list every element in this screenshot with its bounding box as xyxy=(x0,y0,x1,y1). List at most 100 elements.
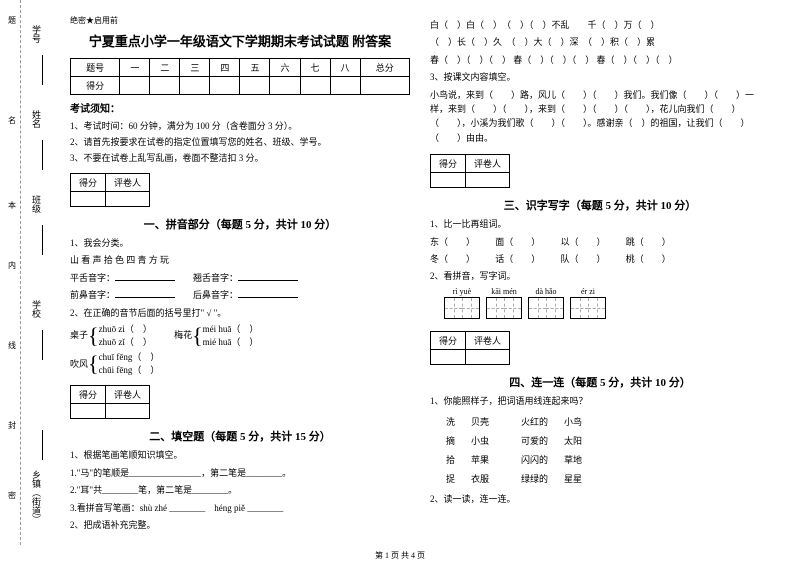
score-cell[interactable] xyxy=(431,349,466,364)
score-cell[interactable] xyxy=(431,173,466,188)
instruction-item: 2、请首先按要求在试卷的指定位置填写您的姓名、班级、学号。 xyxy=(70,135,410,148)
td[interactable] xyxy=(240,77,270,95)
td[interactable] xyxy=(120,77,150,95)
q2-3-text: 小鸟说，来到（ ）路，风儿（ ）（ ）我们。我们像（ ）（ ）一样，来到（ ）（… xyxy=(430,88,770,146)
opt: mié huā（ ） xyxy=(203,336,259,349)
dotted-fold-line xyxy=(20,0,21,545)
label: 前鼻音字： xyxy=(70,290,115,300)
th: 八 xyxy=(330,59,360,77)
tianzi-cell: rì yuè xyxy=(444,287,480,319)
pair: 冬（ ） xyxy=(430,254,475,264)
q4-2: 2、读一读，连一连。 xyxy=(430,492,770,506)
section-score-box: 得分评卷人 xyxy=(430,331,510,365)
q1-2: 2、在正确的音节后面的括号里打" √ "。 xyxy=(70,306,410,320)
opt: chūi fēng（ ） xyxy=(99,364,160,377)
th: 四 xyxy=(210,59,240,77)
opt: zhuō zǐ（ ） xyxy=(99,336,152,349)
brace-label: 桌子 xyxy=(70,328,88,342)
word: 苹果 xyxy=(471,451,503,468)
td[interactable] xyxy=(180,77,210,95)
grader-cell[interactable] xyxy=(466,173,510,188)
q1-1: 1、我会分类。 xyxy=(70,236,410,250)
section-3-title: 三、识字写字（每题 5 分，共计 10 分） xyxy=(430,197,770,213)
table-row: 洗贝壳火红的小鸟 xyxy=(446,413,596,430)
side-label-xuehao: 学号 xyxy=(30,25,43,43)
left-column: 绝密★启用前 宁夏重点小学一年级语文下学期期末考试试题 附答案 题号 一 二 三… xyxy=(60,15,420,545)
word: 星星 xyxy=(564,470,596,487)
opt: chuī fēng（ ） xyxy=(99,351,160,364)
paper-title: 宁夏重点小学一年级语文下学期期末考试试题 附答案 xyxy=(70,31,410,50)
page-body: 绝密★启用前 宁夏重点小学一年级语文下学期期末考试试题 附答案 题号 一 二 三… xyxy=(0,0,800,545)
label: 平舌音字： xyxy=(70,273,115,283)
tianzi-cell: kāi mén xyxy=(486,287,522,319)
word: 可爱的 xyxy=(521,432,562,449)
word: 闪闪的 xyxy=(521,451,562,468)
brace-row: 吹风{chuī fēng（ ）chūi fēng（ ） xyxy=(70,351,410,376)
pair-row: 冬（ ） 话（ ） 队（ ） 桃（ ） xyxy=(430,252,770,266)
th: 六 xyxy=(270,59,300,77)
pair: 东（ ） xyxy=(430,237,475,247)
table-row: 拾苹果闪闪的草地 xyxy=(446,451,596,468)
pair-row: 东（ ） 面（ ） 以（ ） 跳（ ） xyxy=(430,235,770,249)
score-label: 得分 xyxy=(71,386,106,404)
opt: zhuō zi（ ） xyxy=(99,323,152,336)
pinyin: ér zi xyxy=(570,287,606,296)
word: 洗 xyxy=(446,413,469,430)
th: 二 xyxy=(150,59,180,77)
instruction-item: 1、考试时间：60 分钟，满分为 100 分（含卷面分 3 分）。 xyxy=(70,119,410,132)
grader-label: 评卷人 xyxy=(466,331,510,349)
q2-1-item: 1."马"的笔顺是________________，第二笔是________。 xyxy=(70,466,410,480)
word: 小虫 xyxy=(471,432,503,449)
q2-1: 1、根据笔画笔顺知识填空。 xyxy=(70,448,410,462)
th: 七 xyxy=(300,59,330,77)
idiom-line: 白（ ）白（ ） （ ）（ ）不乱 千（ ）万（ ） xyxy=(430,18,770,32)
section-4-title: 四、连一连（每题 5 分，共计 10 分） xyxy=(430,374,770,390)
td[interactable] xyxy=(300,77,330,95)
table-row: 捉衣服绿绿的星星 xyxy=(446,470,596,487)
word: 捉 xyxy=(446,470,469,487)
table-row: 摘小虫可爱的太阳 xyxy=(446,432,596,449)
table-row: 得分 xyxy=(71,77,410,95)
brace-label: 吹风 xyxy=(70,357,88,371)
side-line xyxy=(42,430,43,460)
side-line xyxy=(42,140,43,170)
brace-label: 梅花 xyxy=(174,328,192,342)
td[interactable] xyxy=(270,77,300,95)
td[interactable] xyxy=(210,77,240,95)
score-label: 得分 xyxy=(71,174,106,192)
q2-1-item: 3.看拼音写笔画：shù zhé ________ héng piě _____… xyxy=(70,501,410,515)
idiom-line: （ ）长（ ）久 （ ）大（ ）深 （ ）积（ ）累 xyxy=(430,35,770,49)
td: 得分 xyxy=(71,77,120,95)
tianzi-cell: dà hǎo xyxy=(528,287,564,319)
grader-cell[interactable] xyxy=(466,349,510,364)
side-mid: 内 xyxy=(8,260,16,271)
pair: 跳（ ） xyxy=(626,237,671,247)
confidential-tag: 绝密★启用前 xyxy=(70,15,410,26)
pair: 面（ ） xyxy=(495,237,540,247)
q1-1-line: 平舌音字：翘舌音字： xyxy=(70,271,410,285)
pinyin: rì yuè xyxy=(444,287,480,296)
th: 一 xyxy=(120,59,150,77)
score-label: 得分 xyxy=(431,155,466,173)
side-mid: 名 xyxy=(8,115,16,126)
grader-label: 评卷人 xyxy=(466,155,510,173)
q1-1-chars: 山 看 声 拾 色 四 青 方 玩 xyxy=(70,253,410,267)
side-label-banji: 班级 xyxy=(30,195,43,213)
score-cell[interactable] xyxy=(71,192,106,207)
td[interactable] xyxy=(360,77,409,95)
td[interactable] xyxy=(330,77,360,95)
score-cell[interactable] xyxy=(71,404,106,419)
side-label-xuexiao: 学校 xyxy=(30,300,43,318)
side-line xyxy=(42,55,43,85)
q3-1: 1、比一比再组词。 xyxy=(430,217,770,231)
score-label: 得分 xyxy=(431,331,466,349)
opt: méi huā（ ） xyxy=(203,323,259,336)
grader-cell[interactable] xyxy=(106,404,150,419)
grader-cell[interactable] xyxy=(106,192,150,207)
th: 三 xyxy=(180,59,210,77)
match-table: 洗贝壳火红的小鸟 摘小虫可爱的太阳 拾苹果闪闪的草地 捉衣服绿绿的星星 xyxy=(444,411,598,489)
td[interactable] xyxy=(150,77,180,95)
side-mid: 封 xyxy=(8,420,16,431)
section-2-title: 二、填空题（每题 5 分，共计 15 分） xyxy=(70,428,410,444)
q2-2: 2、把成语补充完整。 xyxy=(70,518,410,532)
